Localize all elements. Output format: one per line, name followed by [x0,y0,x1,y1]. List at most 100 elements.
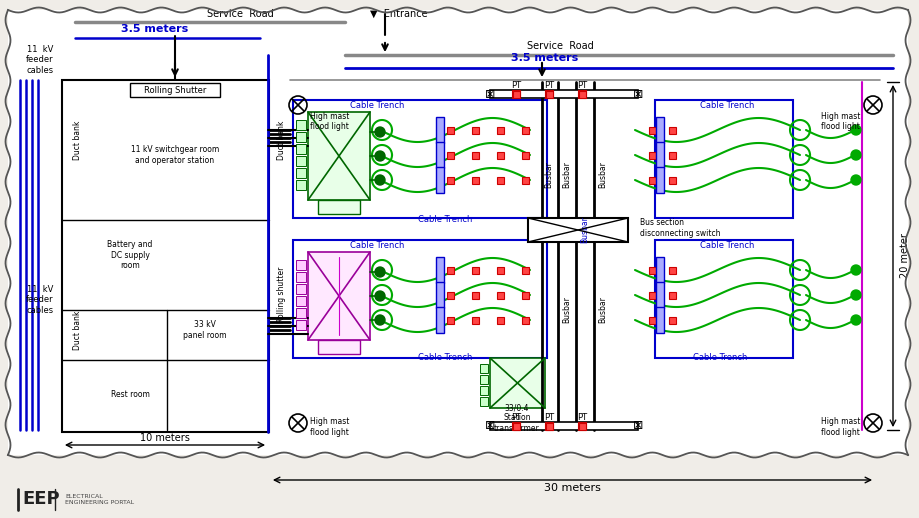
Bar [496,267,504,274]
Bar [668,292,675,299]
Bar [496,317,504,324]
Bar [471,317,479,324]
Bar [308,112,369,200]
Bar [668,127,675,134]
Circle shape [375,267,384,277]
Text: Cable Trench: Cable Trench [349,240,404,250]
Text: ⊠: ⊠ [632,420,642,433]
Bar [447,292,453,299]
Bar [521,292,528,299]
Bar [668,317,675,324]
Text: Cable Trench: Cable Trench [692,353,746,363]
Bar [513,91,519,98]
Bar [655,167,664,193]
Bar [521,127,528,134]
Circle shape [850,150,860,160]
Bar [318,340,359,354]
Circle shape [850,125,860,135]
Bar [545,91,552,98]
Text: 30 meters: 30 meters [543,483,600,493]
Bar [447,152,453,159]
Text: PT: PT [576,413,586,423]
Text: ⊠: ⊠ [484,88,494,100]
Text: Busbar: Busbar [580,217,589,243]
Text: Cable Trench: Cable Trench [349,100,404,109]
Bar [480,375,487,384]
Bar [668,267,675,274]
Text: Rolling Shutter: Rolling Shutter [143,85,206,94]
Text: Cable Trench: Cable Trench [699,240,754,250]
Text: Cable Trench: Cable Trench [699,100,754,109]
Text: Battery and
DC supply
room: Battery and DC supply room [108,240,153,270]
Bar [496,127,504,134]
Bar [648,127,655,134]
Bar [648,267,655,274]
Text: Service  Road: Service Road [526,41,593,51]
Text: High mast
flood light: High mast flood light [820,112,859,132]
Bar [480,397,487,406]
Bar [490,422,637,430]
Text: ⊠: ⊠ [632,88,642,100]
Bar [521,152,528,159]
Circle shape [850,175,860,185]
Bar [654,100,792,218]
Bar [471,267,479,274]
Text: 11  kV
feeder
cables: 11 kV feeder cables [26,45,53,75]
Bar [296,120,306,130]
Text: 11  kV
feeder
cables: 11 kV feeder cables [26,285,53,315]
Circle shape [850,290,860,300]
Bar [296,144,306,154]
Bar [447,267,453,274]
Bar [668,177,675,184]
Text: 33 kV
panel room: 33 kV panel room [183,320,226,340]
Bar [521,267,528,274]
Text: Duct bank: Duct bank [278,120,286,160]
Bar [528,218,628,242]
Text: 3.5 meters: 3.5 meters [121,24,188,34]
Bar [296,132,306,142]
Text: PT: PT [543,413,553,423]
Bar [447,317,453,324]
Bar [648,152,655,159]
Bar [648,292,655,299]
Bar [130,83,220,97]
Text: Rest room: Rest room [110,391,149,399]
Bar [436,307,444,333]
Bar [655,117,664,143]
Bar [471,292,479,299]
Bar [544,422,552,430]
Bar [436,282,444,308]
Text: 10 meters: 10 meters [140,433,189,443]
Text: Busbar: Busbar [544,162,553,189]
Text: ELECTRICAL
ENGINEERING PORTAL: ELECTRICAL ENGINEERING PORTAL [65,494,134,505]
Bar [577,90,585,98]
Bar [292,240,547,358]
Bar [447,177,453,184]
Bar [296,180,306,190]
Bar [436,142,444,168]
Bar [308,252,369,340]
Circle shape [850,265,860,275]
Bar [471,152,479,159]
Bar [655,142,664,168]
Bar [521,317,528,324]
Text: Service  Road: Service Road [207,9,273,19]
Bar [668,152,675,159]
Text: Duct bank: Duct bank [74,310,83,350]
Bar [296,296,306,306]
Bar [512,90,519,98]
Text: Busbar: Busbar [598,162,607,189]
Text: Duct bank: Duct bank [74,120,83,160]
Bar [648,317,655,324]
Bar [296,168,306,178]
Bar [521,177,528,184]
Text: 33/0.4
Station
transformer: 33/0.4 Station transformer [494,403,539,433]
Bar [496,177,504,184]
Bar [512,422,519,430]
Bar [296,272,306,282]
Circle shape [375,151,384,161]
Text: ⊠: ⊠ [484,420,494,433]
Bar [654,240,792,358]
Bar [544,90,552,98]
Bar [648,177,655,184]
